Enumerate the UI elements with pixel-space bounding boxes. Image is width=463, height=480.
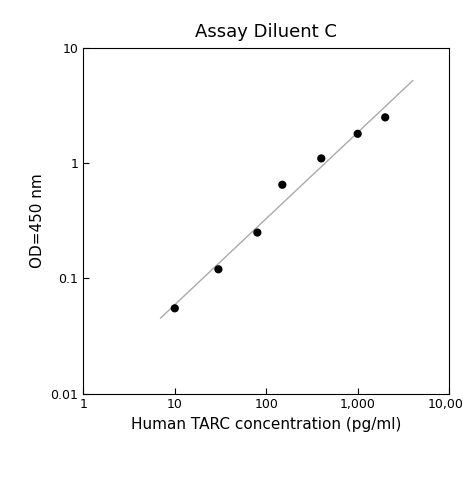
Point [171, 304, 179, 312]
Point [254, 228, 261, 236]
Point [382, 113, 389, 121]
Point [318, 155, 325, 162]
Point [215, 265, 222, 273]
Y-axis label: OD=450 nm: OD=450 nm [30, 173, 45, 268]
Point [279, 181, 286, 189]
Title: Assay Diluent C: Assay Diluent C [195, 23, 337, 41]
X-axis label: Human TARC concentration (pg/ml): Human TARC concentration (pg/ml) [131, 417, 401, 432]
Point [354, 130, 362, 138]
